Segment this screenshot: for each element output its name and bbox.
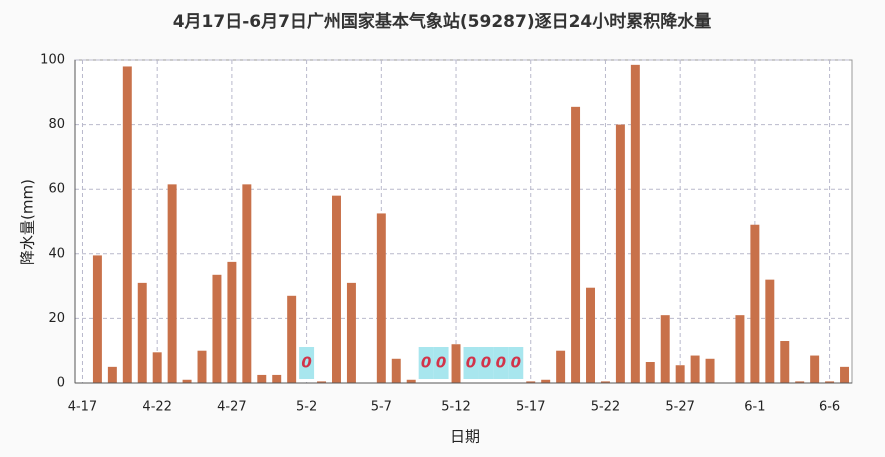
bar [137,282,147,383]
value-label: 0 [301,354,311,372]
bar [317,381,327,383]
bar [645,362,655,383]
x-tick-label: 6-1 [744,400,765,415]
bar [346,282,356,383]
bar [197,350,207,383]
bar [526,381,536,383]
zero-label-box [478,347,494,379]
x-tick-label: 5-17 [516,400,546,415]
x-tick-label: 5-27 [665,400,695,415]
value-label: 0 [511,354,521,372]
bar [212,274,222,383]
bar [556,350,566,383]
x-tick-label: 4-22 [142,400,172,415]
y-tick-label: 40 [48,246,65,261]
zero-label-box [508,347,524,379]
bar [92,255,102,383]
bar [287,295,297,383]
x-axis-label: 日期 [450,428,480,446]
bar [332,195,341,383]
x-tick-label: 5-22 [591,400,621,415]
value-label: 0 [436,354,446,372]
x-tick-label: 5-12 [441,400,471,415]
value-label: 0 [421,354,431,372]
bar [152,352,162,383]
y-axis-label: 降水量(mm) [19,179,37,265]
x-tick-label: 6-6 [819,400,840,415]
bar [765,279,775,383]
bar [107,366,117,383]
bar [840,366,850,383]
y-tick-label: 100 [40,53,65,68]
bar [167,184,177,383]
bar [272,374,282,383]
bar [780,341,790,383]
bar [182,379,192,383]
bar [541,379,551,383]
x-tick-label: 4-27 [217,400,247,415]
zero-label-box [463,347,479,379]
value-label: 0 [481,354,491,372]
bar [750,224,760,383]
y-tick-label: 60 [48,182,65,197]
zero-label-box [433,347,449,379]
zero-label-box [299,347,315,379]
bar [600,381,610,383]
bar [586,287,595,383]
bar [660,315,670,383]
bar [451,344,461,383]
x-tick-label: 5-2 [296,400,317,415]
bar [810,355,820,383]
value-label: 0 [466,354,476,372]
y-tick-label: 20 [48,311,65,326]
bar [705,358,715,383]
zero-label-box [493,347,509,379]
y-tick-label: 0 [57,376,65,391]
x-tick-label: 4-17 [68,400,98,415]
bar [242,184,252,383]
bar [735,315,745,383]
bar [825,381,835,383]
y-tick-label: 80 [48,117,65,132]
bar [690,355,700,383]
bar [795,381,805,383]
bar [675,365,685,383]
bar [615,124,625,383]
bar [257,374,267,383]
plot-area [74,59,853,384]
bar [571,106,581,384]
bar [227,261,237,383]
bar [630,64,640,383]
bar [406,379,416,383]
chart-title: 4月17日-6月7日广州国家基本气象站(59287)逐日24小时累积降水量 [173,11,712,32]
bar [376,213,386,383]
value-label: 0 [496,354,506,372]
bar [391,358,401,383]
bar [122,66,132,384]
zero-label-box [418,347,434,379]
x-tick-label: 5-7 [371,400,392,415]
